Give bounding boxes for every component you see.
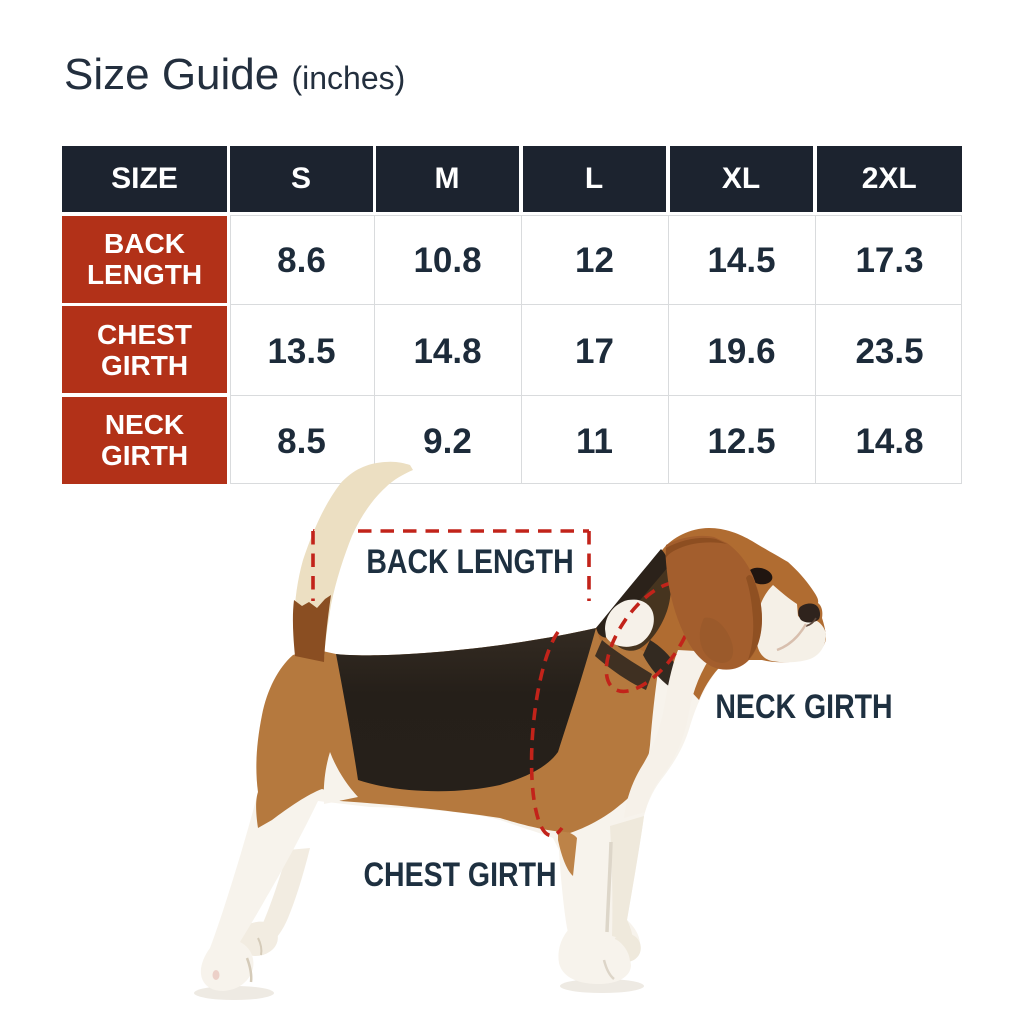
svg-text:BACK LENGTH: BACK LENGTH	[366, 543, 573, 581]
svg-text:NECK GIRTH: NECK GIRTH	[715, 688, 892, 726]
svg-text:CHEST GIRTH: CHEST GIRTH	[363, 856, 556, 894]
